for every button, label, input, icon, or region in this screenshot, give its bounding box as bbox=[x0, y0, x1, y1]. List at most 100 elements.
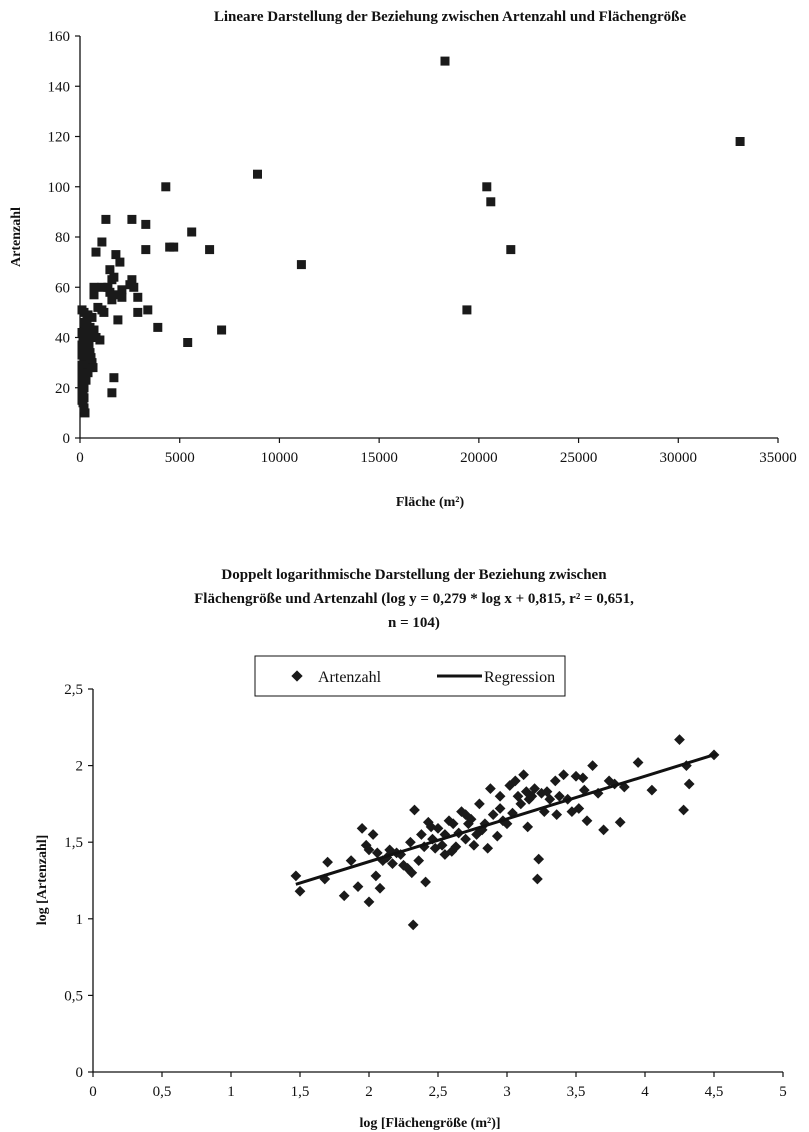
data-point bbox=[533, 853, 545, 865]
x-tick-label: 0 bbox=[89, 1084, 97, 1100]
x-tick-label: 1,5 bbox=[291, 1084, 310, 1100]
data-point bbox=[491, 830, 503, 842]
data-point bbox=[127, 275, 137, 285]
data-point bbox=[735, 137, 745, 146]
data-point bbox=[253, 169, 262, 179]
y-tick-label: 0 bbox=[63, 431, 71, 447]
data-point bbox=[79, 403, 89, 413]
data-point bbox=[129, 282, 139, 292]
data-point bbox=[518, 769, 529, 781]
data-point bbox=[101, 214, 111, 224]
log-data-points bbox=[290, 734, 720, 931]
log-chart-legend: Artenzahl Regression bbox=[254, 655, 566, 697]
data-point bbox=[338, 890, 350, 902]
data-point bbox=[105, 265, 115, 275]
y-tick-label: 2 bbox=[76, 759, 84, 775]
data-point bbox=[551, 809, 563, 820]
data-point bbox=[107, 295, 117, 305]
data-point bbox=[77, 345, 87, 355]
data-point bbox=[103, 282, 113, 292]
x-tick-label: 0,5 bbox=[153, 1084, 172, 1100]
y-tick-label: 1 bbox=[76, 912, 84, 928]
data-point bbox=[296, 260, 306, 270]
data-point bbox=[88, 363, 98, 373]
data-point bbox=[89, 290, 99, 300]
data-point bbox=[117, 292, 127, 302]
log-chart-title-line-1: Doppelt logarithmische Darstellung der B… bbox=[221, 567, 607, 583]
y-tick-label: 40 bbox=[55, 331, 70, 347]
y-tick-label: 2,5 bbox=[64, 682, 83, 698]
data-point bbox=[486, 197, 496, 207]
data-point bbox=[614, 816, 626, 828]
data-point bbox=[674, 734, 685, 745]
data-point bbox=[161, 182, 171, 192]
data-point bbox=[356, 823, 368, 834]
data-point bbox=[183, 338, 193, 347]
legend-label-artenzahl: Artenzahl bbox=[318, 669, 382, 686]
data-point bbox=[133, 307, 143, 317]
log-y-ticks: 0 0,5 1 1,5 2 2,5 bbox=[64, 682, 93, 1081]
data-point bbox=[581, 815, 593, 827]
linear-x-axis-label: Fläche (m²) bbox=[396, 495, 465, 510]
data-point bbox=[107, 388, 117, 398]
x-tick-label: 3,5 bbox=[567, 1084, 586, 1100]
data-point bbox=[598, 824, 609, 836]
linear-chart: Lineare Darstellung der Beziehung zwisch… bbox=[9, 9, 797, 510]
linear-data-points bbox=[77, 56, 745, 418]
data-point bbox=[506, 245, 516, 255]
y-tick-label: 20 bbox=[55, 381, 70, 397]
data-point bbox=[558, 769, 569, 781]
data-point bbox=[420, 876, 431, 888]
x-tick-label: 35000 bbox=[759, 450, 797, 466]
data-point bbox=[532, 873, 543, 885]
x-tick-label: 30000 bbox=[660, 450, 698, 466]
data-point bbox=[468, 839, 480, 851]
data-point bbox=[107, 275, 117, 285]
data-point bbox=[678, 804, 689, 816]
x-tick-label: 5000 bbox=[165, 450, 195, 466]
data-point bbox=[89, 282, 99, 292]
data-point bbox=[141, 219, 151, 229]
data-point bbox=[89, 325, 99, 335]
data-point bbox=[97, 237, 107, 247]
linear-x-ticks: 0 5000 10000 15000 20000 25000 30000 35000 bbox=[76, 438, 797, 466]
data-point bbox=[133, 292, 143, 302]
data-point bbox=[290, 870, 302, 882]
data-point bbox=[587, 760, 598, 771]
data-point bbox=[86, 353, 96, 363]
data-point bbox=[205, 245, 215, 255]
regression-line bbox=[295, 752, 718, 886]
y-tick-label: 140 bbox=[48, 79, 71, 95]
data-point bbox=[474, 798, 485, 810]
log-chart: Doppelt logarithmische Darstellung der B… bbox=[35, 567, 787, 1131]
data-point bbox=[95, 335, 105, 345]
data-point bbox=[81, 330, 91, 340]
log-chart-title-line-2: Flächengröße und Artenzahl (log y = 0,27… bbox=[194, 591, 634, 607]
legend-box bbox=[254, 655, 566, 697]
log-y-axis-label: log [Artenzahl] bbox=[35, 835, 50, 926]
data-point bbox=[127, 214, 137, 224]
data-point bbox=[217, 325, 227, 335]
data-point bbox=[374, 882, 386, 894]
data-point bbox=[84, 340, 94, 350]
data-point bbox=[367, 829, 379, 840]
data-point bbox=[522, 821, 534, 833]
data-point bbox=[482, 182, 492, 192]
data-point bbox=[141, 245, 151, 255]
y-tick-label: 160 bbox=[48, 29, 71, 45]
data-point bbox=[363, 896, 375, 908]
x-tick-label: 5 bbox=[779, 1084, 787, 1100]
data-point bbox=[294, 885, 306, 897]
y-tick-label: 60 bbox=[55, 280, 70, 296]
data-point bbox=[345, 855, 357, 866]
data-point bbox=[93, 302, 103, 312]
data-point bbox=[370, 870, 382, 882]
x-tick-label: 4 bbox=[641, 1084, 649, 1100]
linear-y-axis-label: Artenzahl bbox=[9, 207, 24, 267]
x-tick-label: 2,5 bbox=[429, 1084, 448, 1100]
x-tick-label: 10000 bbox=[261, 450, 299, 466]
data-point bbox=[460, 833, 471, 845]
data-point bbox=[109, 373, 119, 383]
data-point bbox=[405, 836, 416, 848]
